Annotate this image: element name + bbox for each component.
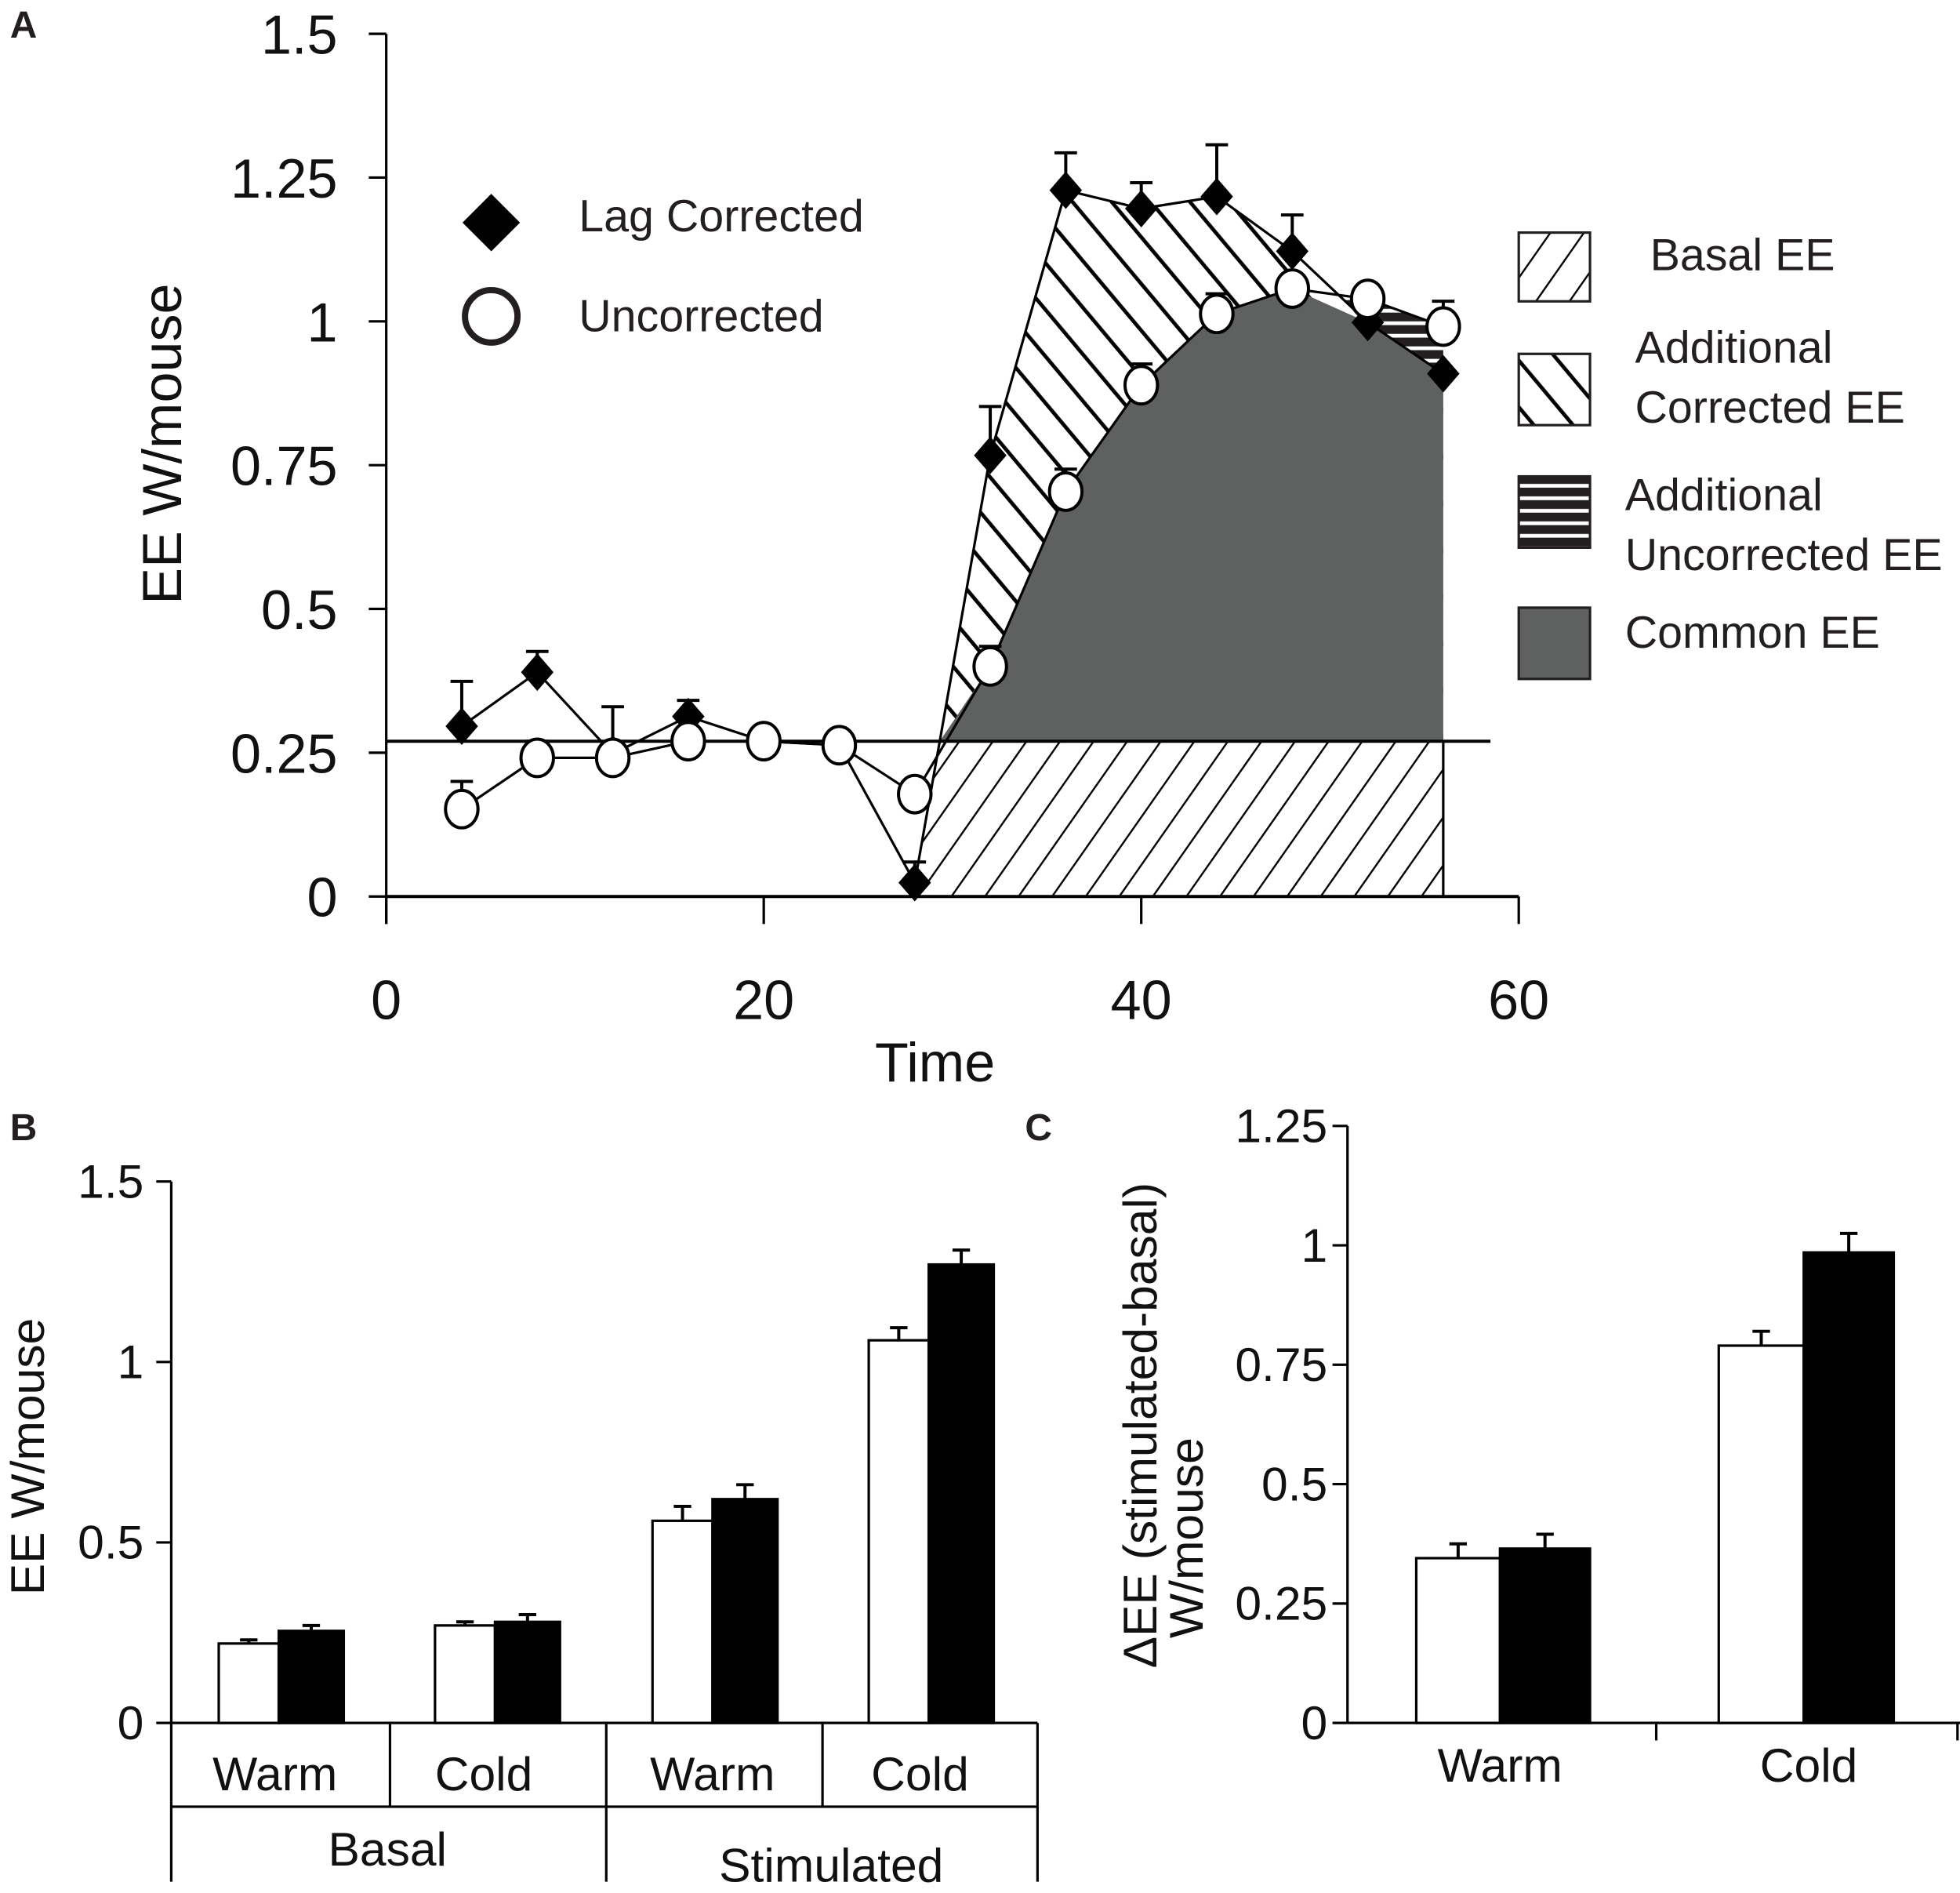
y-tick-label: 0 [118,1696,144,1749]
y-tick-label: 0 [1301,1696,1328,1749]
legend-additional-corrected-1: Additional [1635,322,1832,372]
legend-common-ee: Common EE [1625,608,1880,658]
legend-additional-corrected-2: Corrected EE [1635,383,1904,433]
y-tick-label: 0.5 [1261,1457,1327,1510]
x-axis-title-a: Time [875,1031,995,1093]
uncorrected-point [1425,306,1461,347]
panel-label-c: C [1025,1107,1052,1149]
lag-corrected-point [1351,303,1385,342]
lag-corrected-point [1200,177,1233,216]
uncorrected-point [1047,471,1084,512]
y-tick-label: 0.75 [1235,1338,1327,1391]
lag-corrected-point [521,653,554,692]
bar-corrected [1802,1251,1896,1724]
y-axis-title-c-2: W/mouse [1160,1437,1213,1638]
legend-additional-uncorrected-2: Uncorrected EE [1625,530,1943,580]
legend-swatch-uncorrected [1517,474,1592,549]
uncorrected-point [519,737,555,779]
legend-lag-corrected: Lag Corrected [579,191,864,242]
legend-swatch-basal [1517,231,1592,303]
uncorrected-point [1274,268,1310,309]
bar-uncorrected [651,1519,714,1724]
uncorrected-point [897,773,933,815]
category-label: Cold [435,1747,533,1800]
panel-label-b: B [10,1107,38,1149]
x-tick-label-a: 40 [1111,968,1172,1030]
y-axis-title-a: EE W/mouse [131,283,193,604]
legend-uncorrected: Uncorrected [579,292,824,342]
bar-uncorrected [434,1624,496,1724]
legend-swatch-common [1517,606,1592,681]
bar-uncorrected [217,1642,281,1724]
lag-corrected-point [1124,190,1158,227]
legend-diamond-marker [462,194,521,252]
legend-basal-ee: Basal EE [1650,230,1835,280]
panel-c: 0 0.25 0.5 0.75 1 1.25 Warm Cold [1235,1099,1960,1792]
uncorrected-point [444,788,480,830]
y-tick-label-a: 0.25 [230,722,338,784]
bar-corrected [493,1620,561,1724]
y-tick-label-a: 1.25 [230,147,338,209]
uncorrected-point [972,645,1008,687]
area-common-ee [939,289,1443,742]
lag-corrected-point [974,436,1007,474]
y-tick-label-a: 0.5 [261,579,338,641]
x-tick-label-a: 60 [1488,968,1549,1030]
y-tick-label: 0.5 [78,1516,143,1569]
lag-corrected-point [1049,171,1083,209]
uncorrected-point [1199,293,1235,335]
category-label: Warm [650,1747,775,1800]
bar-corrected [277,1630,346,1724]
uncorrected-point [1123,365,1160,406]
panel-label-a: A [10,5,38,46]
uncorrected-point [670,721,706,762]
bar-corrected [927,1263,996,1724]
y-axis-title-c-1: ΔEE (stimulated-basal) [1113,1183,1167,1669]
category-label: Warm [1438,1739,1563,1792]
panel-a: 0 0.25 0.5 0.75 1 1.25 1.5 0 20 40 60 [230,4,1549,1031]
area-legend: Basal EE Additional Corrected EE Additio… [1517,230,1943,681]
bar-corrected [711,1498,779,1724]
group-label-stimulated: Stimulated [719,1839,943,1892]
y-axis-title-b: EE W/mouse [1,1318,54,1595]
uncorrected-point [746,721,782,762]
legend-additional-uncorrected-1: Additional [1625,471,1823,521]
x-tick-label-a: 20 [733,968,794,1030]
legend-swatch-corrected [1517,352,1592,427]
y-tick-label-a: 1 [307,291,337,353]
uncorrected-point [594,737,631,779]
category-label: Cold [871,1747,969,1800]
panel-b: 0 0.5 1 1.5 Warm Cold Warm Cold [78,1154,1039,1882]
y-tick-label-a: 1.5 [261,4,338,66]
category-label: Warm [212,1747,337,1800]
y-tick-label: 0.25 [1235,1577,1327,1630]
x-tick-label-a: 0 [371,968,401,1030]
lag-corrected-point [445,707,478,746]
y-tick-label: 1 [118,1335,144,1389]
legend-circle-marker [462,286,521,346]
bar-uncorrected [1717,1344,1806,1724]
uncorrected-point [821,725,858,766]
area-basal-ee [914,741,1443,897]
y-tick-label-a: 0 [307,867,337,928]
lag-corrected-point [1427,354,1460,393]
lag-corrected-point [1276,232,1309,271]
y-tick-label-a: 0.75 [230,435,338,497]
group-label-basal: Basal [328,1822,447,1876]
y-tick-label: 1.25 [1235,1099,1327,1153]
bar-uncorrected [867,1339,931,1724]
bar-uncorrected [1414,1557,1501,1724]
uncorrected-point [1349,278,1386,320]
y-tick-label: 1 [1301,1219,1328,1272]
category-label: Cold [1760,1739,1858,1792]
y-tick-label: 1.5 [78,1154,143,1208]
bar-corrected [1498,1547,1592,1724]
